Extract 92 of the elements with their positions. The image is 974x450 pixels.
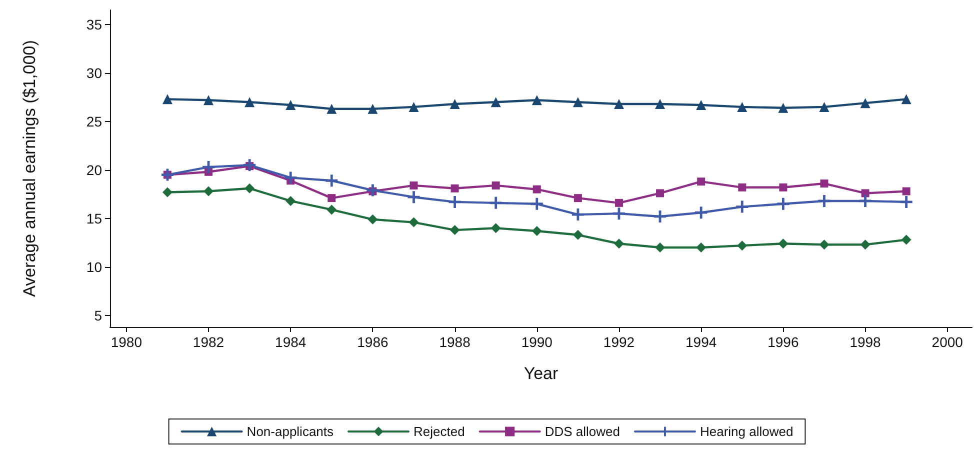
point	[614, 99, 624, 110]
point	[778, 238, 788, 249]
point	[450, 184, 459, 192]
point	[408, 217, 419, 228]
point	[737, 102, 748, 112]
point	[326, 174, 338, 187]
point	[284, 172, 297, 184]
point	[532, 226, 542, 236]
x-tick-label: 1984	[275, 334, 306, 350]
x-tick-label: 1998	[850, 334, 882, 350]
point	[408, 191, 420, 204]
point	[778, 102, 788, 113]
point	[819, 102, 830, 112]
point	[900, 196, 912, 208]
point	[286, 196, 296, 206]
point	[777, 198, 790, 210]
point	[530, 198, 543, 210]
point	[450, 225, 460, 236]
point	[244, 97, 255, 108]
y-tick-label: 25	[86, 113, 102, 130]
point	[696, 100, 706, 110]
point	[572, 208, 584, 221]
point	[326, 204, 337, 215]
point	[737, 240, 748, 251]
point	[779, 183, 788, 192]
point	[901, 94, 912, 104]
point	[286, 100, 296, 110]
point	[859, 194, 872, 207]
point	[328, 194, 336, 202]
point	[614, 238, 624, 249]
point	[901, 234, 912, 245]
y-tick-label: 5	[94, 307, 102, 324]
point	[655, 99, 666, 110]
legend-label: Rejected	[414, 424, 465, 439]
x-tick-label: 1988	[439, 334, 471, 350]
y-tick-label: 10	[86, 258, 102, 275]
point	[326, 104, 337, 114]
y-axis-title: Average annual earnings ($1,000)	[20, 40, 39, 297]
y-tick-label: 20	[86, 162, 102, 178]
point	[861, 189, 870, 198]
point	[244, 183, 255, 194]
x-tick-label: 1986	[357, 334, 388, 350]
x-tick-label: 1996	[768, 334, 799, 350]
point	[490, 97, 501, 108]
y-tick-label: 35	[86, 16, 102, 33]
point	[574, 194, 582, 202]
point	[490, 196, 502, 209]
point	[738, 183, 746, 192]
x-tick-label: 1982	[192, 334, 224, 350]
point	[697, 178, 706, 186]
legend-label: Hearing allowed	[700, 424, 794, 439]
point	[696, 242, 706, 253]
point	[204, 186, 214, 196]
point	[860, 240, 870, 250]
point	[408, 102, 419, 112]
x-tick-label: 1980	[110, 334, 142, 350]
legend-label: DDS allowed	[544, 424, 620, 439]
point	[366, 184, 379, 196]
y-tick-label: 15	[86, 210, 102, 226]
point	[612, 208, 625, 220]
point	[204, 95, 214, 106]
point	[736, 200, 748, 213]
point	[490, 223, 501, 234]
point	[162, 94, 172, 104]
point	[614, 198, 623, 207]
point	[162, 187, 172, 198]
x-tick-label: 1994	[686, 334, 717, 350]
point	[655, 242, 666, 253]
point	[572, 230, 583, 240]
x-tick-label: 2000	[932, 334, 964, 350]
point	[820, 180, 828, 188]
y-tick-label: 30	[86, 65, 102, 82]
point	[532, 95, 542, 106]
x-tick-label: 1990	[521, 334, 553, 350]
point	[695, 206, 708, 219]
point	[450, 99, 460, 110]
point	[818, 194, 830, 207]
point	[448, 196, 461, 208]
point	[819, 240, 830, 250]
legend-label: Non-applicants	[246, 424, 334, 439]
point	[244, 159, 256, 172]
point	[492, 181, 500, 190]
x-tick-label: 1992	[603, 334, 635, 350]
point	[532, 185, 541, 194]
point	[368, 104, 378, 114]
point	[860, 98, 870, 108]
point	[410, 181, 418, 190]
point	[368, 214, 378, 224]
x-axis-title: Year	[524, 364, 559, 383]
point	[902, 187, 910, 196]
point	[572, 97, 583, 108]
point	[656, 189, 664, 198]
